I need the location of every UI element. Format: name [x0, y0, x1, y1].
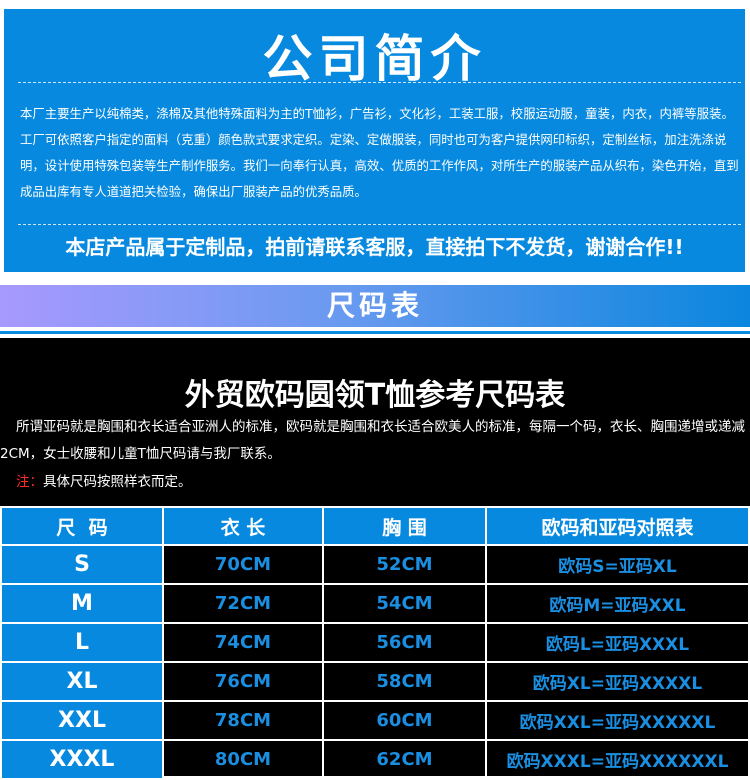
size-cell: XXL [0, 700, 164, 741]
table-row: S 70CM 52CM 欧码S=亚码XL [0, 544, 750, 585]
length-cell: 74CM [162, 622, 324, 663]
table-row: XXL 78CM 60CM 欧码XXL=亚码XXXXXL [0, 700, 750, 741]
table-row: XL 76CM 58CM 欧码XL=亚码XXXXL [0, 661, 750, 702]
size-cell: S [0, 544, 164, 585]
table-row: XXXL 80CM 62CM 欧码XXXL=亚码XXXXXXL [0, 739, 750, 780]
chest-cell: 56CM [322, 622, 487, 663]
divider [0, 331, 750, 334]
size-note: 注：具体尺码按照样衣而定。 [16, 470, 192, 490]
length-cell: 80CM [162, 739, 324, 780]
size-chart-banner: 尺码表 [0, 285, 750, 327]
size-cell: XL [0, 661, 164, 702]
conversion-cell: 欧码M=亚码XXL [485, 583, 750, 624]
length-cell: 76CM [162, 661, 324, 702]
table-row: M 72CM 54CM 欧码M=亚码XXL [0, 583, 750, 624]
table-row: L 74CM 56CM 欧码L=亚码XXXL [0, 622, 750, 663]
size-table: 尺 码衣 长胸 围欧码和亚码对照表 S 70CM 52CM 欧码S=亚码XL M 72CM 5… [0, 506, 750, 780]
chest-cell: 62CM [322, 739, 487, 780]
table-header-row: 尺 码衣 长胸 围欧码和亚码对照表 [0, 506, 750, 546]
size-cell: M [0, 583, 164, 624]
column-header: 尺 码 [0, 506, 164, 546]
chest-cell: 60CM [322, 700, 487, 741]
intro-paragraph: 本厂主要生产以纯棉类，涤棉及其他特殊面料为主的T恤衫，广告衫，文化衫，工装工服，… [20, 106, 739, 199]
column-header: 衣 长 [162, 506, 324, 546]
custom-order-notice: 本店产品属于定制品，拍前请联系客服，直接拍下不发货，谢谢合作!! [65, 235, 684, 259]
company-intro-panel: 公司简介 本厂主要生产以纯棉类，涤棉及其他特殊面料为主的T恤衫，广告衫，文化衫，… [4, 9, 745, 272]
size-cell: L [0, 622, 164, 663]
size-chart-section: 外贸欧码圆领T恤参考尺码表 所谓亚码就是胸围和衣长适合亚洲人的标准，欧码就是胸围… [0, 338, 750, 780]
column-header: 胸 围 [322, 506, 487, 546]
chest-cell: 54CM [322, 583, 487, 624]
size-description: 所谓亚码就是胸围和衣长适合亚洲人的标准，欧码就是胸围和衣长适合欧美人的标准，每隔… [0, 414, 750, 468]
length-cell: 78CM [162, 700, 324, 741]
conversion-cell: 欧码S=亚码XL [485, 544, 750, 585]
chest-cell: 52CM [322, 544, 487, 585]
note-label: 注： [16, 474, 43, 490]
column-header: 欧码和亚码对照表 [485, 506, 750, 546]
divider [18, 224, 741, 225]
chest-cell: 58CM [322, 661, 487, 702]
divider [18, 82, 741, 83]
conversion-cell: 欧码XXL=亚码XXXXXL [485, 700, 750, 741]
note-text: 具体尺码按照样衣而定。 [43, 474, 192, 490]
conversion-cell: 欧码L=亚码XXXL [485, 622, 750, 663]
conversion-cell: 欧码XL=亚码XXXXL [485, 661, 750, 702]
size-chart-title: 外贸欧码圆领T恤参考尺码表 [184, 378, 566, 413]
conversion-cell: 欧码XXXL=亚码XXXXXXL [485, 739, 750, 780]
intro-title: 公司简介 [262, 30, 487, 88]
length-cell: 70CM [162, 544, 324, 585]
size-cell: XXXL [0, 739, 164, 780]
length-cell: 72CM [162, 583, 324, 624]
size-description-text: 所谓亚码就是胸围和衣长适合亚洲人的标准，欧码就是胸围和衣长适合欧美人的标准，每隔… [0, 419, 745, 462]
